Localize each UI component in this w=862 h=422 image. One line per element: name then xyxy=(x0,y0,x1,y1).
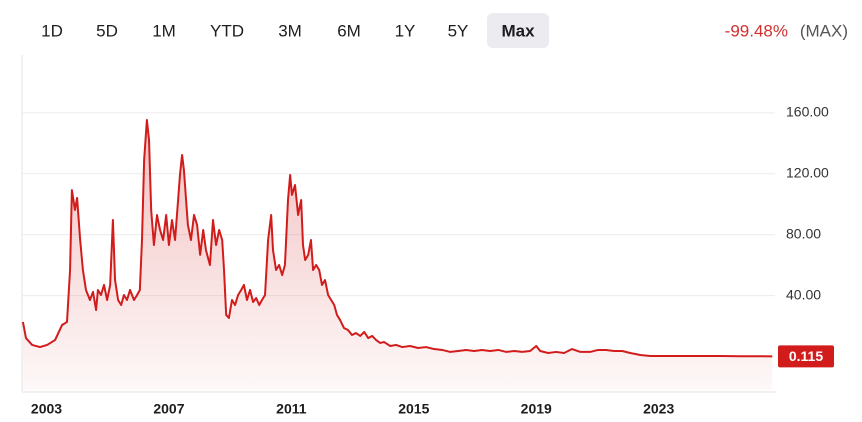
range-button[interactable]: 1D xyxy=(41,21,63,40)
y-tick-label: 80.00 xyxy=(786,225,821,241)
x-tick-label: 2023 xyxy=(643,401,674,417)
price-line xyxy=(21,119,773,358)
range-button[interactable]: 1M xyxy=(152,21,176,40)
range-button[interactable]: 1Y xyxy=(395,21,416,40)
range-button[interactable]: Max xyxy=(501,21,535,40)
range-button-selected-bg[interactable] xyxy=(487,13,549,48)
last-price-tag xyxy=(778,345,834,368)
change-period: (MAX) xyxy=(800,21,848,40)
range-button[interactable]: 6M xyxy=(337,21,361,40)
change-percent: -99.48% xyxy=(725,21,788,40)
last-price-label: 0.115 xyxy=(789,348,823,364)
x-tick-label: 2007 xyxy=(153,401,184,417)
x-tick-label: 2011 xyxy=(276,401,307,417)
y-tick-label: 160.00 xyxy=(786,104,829,120)
range-button[interactable]: YTD xyxy=(210,21,244,40)
price-area xyxy=(22,120,773,391)
range-button[interactable]: 5Y xyxy=(448,21,469,40)
x-tick-label: 2003 xyxy=(31,401,62,417)
y-tick-label: 40.00 xyxy=(786,286,821,302)
y-tick-label: 120.00 xyxy=(786,164,829,180)
range-button[interactable]: 5D xyxy=(96,21,118,40)
x-tick-label: 2019 xyxy=(521,401,552,417)
range-button[interactable]: 3M xyxy=(278,21,302,40)
x-tick-label: 2015 xyxy=(398,401,429,417)
